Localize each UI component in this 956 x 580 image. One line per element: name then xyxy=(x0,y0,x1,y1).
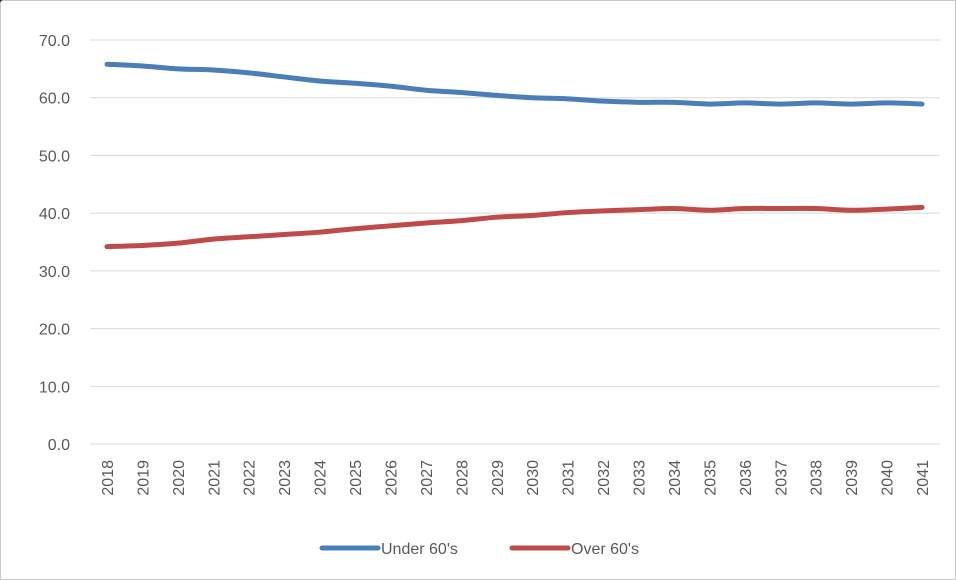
x-tick-label: 2039 xyxy=(844,460,861,496)
legend: Under 60's Over 60's xyxy=(319,541,639,558)
y-tick-label: 30.0 xyxy=(39,264,70,281)
legend-item: Over 60's xyxy=(509,541,639,558)
x-tick-label: 2025 xyxy=(348,460,365,496)
x-tick-label: 2041 xyxy=(915,460,932,496)
x-tick-label: 2038 xyxy=(809,460,826,496)
x-tick-label: 2033 xyxy=(632,460,649,496)
gridlines xyxy=(90,39,940,445)
x-tick-label: 2036 xyxy=(738,460,755,496)
legend-item: Under 60's xyxy=(319,541,458,558)
y-tick-label: 50.0 xyxy=(39,148,70,165)
x-tick-label: 2034 xyxy=(667,460,684,496)
x-tick-label: 2021 xyxy=(206,460,223,496)
x-tick-label: 2040 xyxy=(880,460,897,496)
y-tick-label: 40.0 xyxy=(39,206,70,223)
x-axis-tick-labels: 2018 2019 2020 2021 2022 2023 2024 2025 2026 2027… xyxy=(100,460,932,496)
x-tick-label: 2029 xyxy=(490,460,507,496)
x-tick-label: 2030 xyxy=(525,460,542,496)
x-tick-label: 2018 xyxy=(100,460,117,496)
y-axis-tick-labels: 0.0 10.0 20.0 30.0 40.0 50.0 60.0 70.0 xyxy=(39,33,70,454)
y-tick-label: 60.0 xyxy=(39,91,70,108)
series-lines xyxy=(104,61,925,250)
x-tick-label: 2026 xyxy=(383,460,400,496)
x-tick-label: 2028 xyxy=(454,460,471,496)
y-tick-label: 0.0 xyxy=(48,437,70,454)
y-tick-label: 70.0 xyxy=(39,33,70,50)
x-tick-label: 2019 xyxy=(135,460,152,496)
x-tick-label: 2032 xyxy=(596,460,613,496)
x-tick-label: 2031 xyxy=(561,460,578,496)
legend-label: Over 60's xyxy=(571,541,639,558)
x-tick-label: 2022 xyxy=(242,460,259,496)
x-tick-label: 2023 xyxy=(277,460,294,496)
series-line-0 xyxy=(104,61,925,107)
x-tick-label: 2035 xyxy=(702,460,719,496)
y-tick-label: 10.0 xyxy=(39,379,70,396)
y-tick-label: 20.0 xyxy=(39,322,70,339)
x-tick-label: 2020 xyxy=(171,460,188,496)
x-tick-label: 2027 xyxy=(419,460,436,496)
x-tick-label: 2024 xyxy=(313,460,330,496)
legend-label: Under 60's xyxy=(381,541,458,558)
x-tick-label: 2037 xyxy=(773,460,790,496)
series-line-1 xyxy=(104,204,925,250)
